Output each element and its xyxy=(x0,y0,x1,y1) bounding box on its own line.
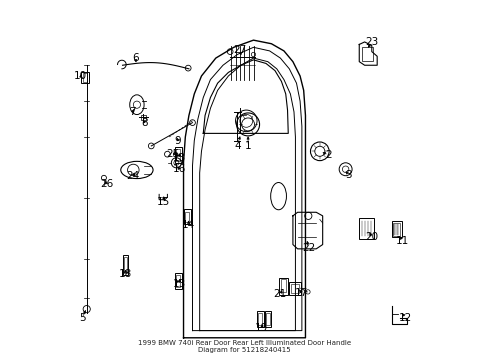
Text: 3: 3 xyxy=(345,170,351,180)
Text: 23: 23 xyxy=(365,37,378,47)
Text: 1: 1 xyxy=(244,141,251,151)
Text: 13: 13 xyxy=(172,153,185,163)
Bar xyxy=(359,218,373,239)
Text: 25: 25 xyxy=(166,149,179,159)
Text: 9: 9 xyxy=(175,136,181,145)
Text: 22: 22 xyxy=(302,243,315,253)
Text: 20: 20 xyxy=(365,232,378,242)
Bar xyxy=(81,72,88,83)
Bar xyxy=(266,314,269,325)
Text: 7: 7 xyxy=(129,107,136,117)
Bar xyxy=(362,47,372,61)
Text: 27: 27 xyxy=(233,45,246,55)
Text: 8: 8 xyxy=(141,118,147,128)
Text: 17: 17 xyxy=(295,288,308,298)
Text: 15: 15 xyxy=(157,197,170,207)
Bar xyxy=(124,257,126,273)
Bar xyxy=(278,278,287,295)
Bar xyxy=(176,275,180,287)
Text: 1999 BMW 740i Rear Door Rear Left Illuminated Door Handle
Diagram for 5121824041: 1999 BMW 740i Rear Door Rear Left Illumi… xyxy=(138,340,350,353)
Bar xyxy=(391,221,401,237)
Bar xyxy=(264,311,271,327)
Text: 2: 2 xyxy=(325,150,331,160)
Bar xyxy=(174,273,182,289)
Text: 24: 24 xyxy=(126,171,139,181)
Text: 21: 21 xyxy=(273,289,286,299)
Text: 14: 14 xyxy=(182,220,195,230)
Bar xyxy=(290,284,299,293)
Text: 13: 13 xyxy=(172,279,185,289)
Text: 4: 4 xyxy=(234,141,240,151)
Bar xyxy=(176,149,180,161)
Bar xyxy=(82,73,87,82)
Bar xyxy=(184,212,189,222)
Bar xyxy=(280,279,285,292)
Text: 16: 16 xyxy=(172,164,185,174)
Bar xyxy=(183,210,190,224)
Bar xyxy=(122,255,128,275)
Bar xyxy=(258,314,262,325)
Text: 11: 11 xyxy=(395,236,408,246)
Bar xyxy=(174,147,182,163)
Text: 6: 6 xyxy=(132,53,138,63)
Bar xyxy=(140,115,146,120)
Text: 5: 5 xyxy=(79,313,85,323)
Text: 10: 10 xyxy=(74,71,87,81)
Bar xyxy=(257,311,263,327)
Bar xyxy=(392,223,399,236)
Text: 26: 26 xyxy=(100,179,113,189)
Text: 19: 19 xyxy=(255,323,268,333)
Text: 12: 12 xyxy=(398,313,412,323)
Text: 18: 18 xyxy=(119,269,132,279)
Bar xyxy=(289,282,300,295)
